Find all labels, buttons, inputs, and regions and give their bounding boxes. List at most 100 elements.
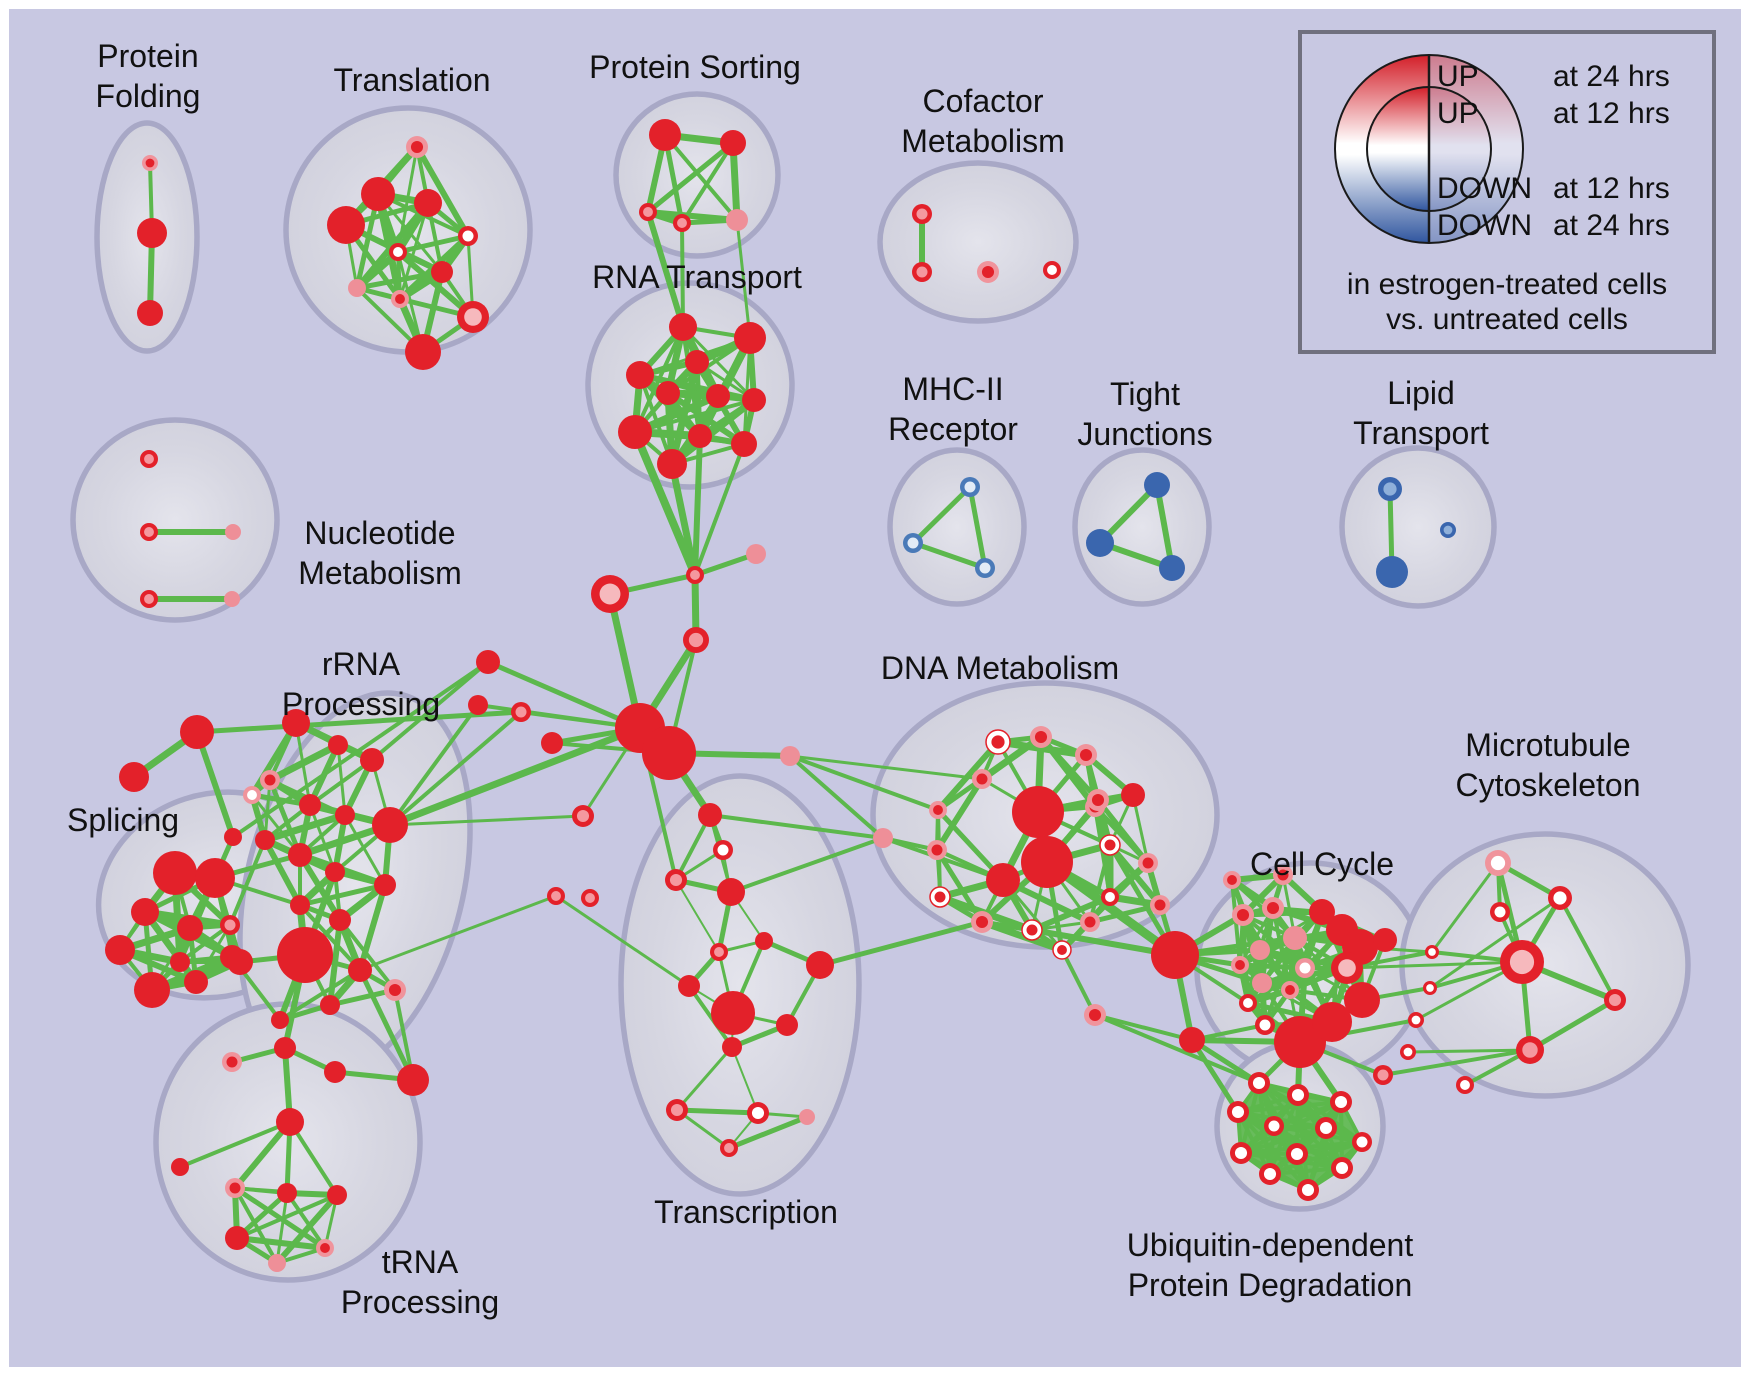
node-inner-core (1509, 949, 1535, 975)
node-rr6 (299, 794, 321, 816)
node-layer (105, 119, 1626, 1272)
node-st3 (224, 828, 242, 846)
legend-direction: DOWN (1437, 172, 1532, 205)
node-outer-ring (224, 828, 242, 846)
node-inner-core (515, 706, 527, 718)
node-s10 (184, 970, 208, 994)
edge (735, 218, 752, 340)
node-outer-ring (170, 952, 190, 972)
edge (274, 1192, 340, 1266)
node-mb5 (1373, 1065, 1393, 1085)
edge (693, 442, 746, 577)
node-outer-ring (873, 828, 893, 848)
node-outer-ring (649, 119, 681, 151)
edge (285, 1191, 327, 1250)
node-inner-core (1277, 869, 1289, 881)
node-nm3 (225, 524, 241, 540)
node-rr13 (290, 895, 310, 915)
cluster-label-line: Cytoskeleton (1456, 767, 1641, 803)
edge (692, 433, 703, 578)
edge (731, 1046, 759, 1114)
node-outer-ring (414, 189, 442, 217)
node-cc8 (1295, 958, 1315, 978)
node-mb1 (1425, 945, 1439, 959)
cluster-label-trna-processing: tRNA Processing (341, 1244, 499, 1320)
node-inner-core (388, 983, 402, 997)
cluster-label-line: Junctions (1077, 416, 1212, 452)
cluster-label-line: Tight (1110, 376, 1180, 412)
node-outer-ring (688, 424, 712, 448)
node-outer-ring (734, 322, 766, 354)
node-inner-core (1231, 1105, 1245, 1119)
cluster-label-line: Protein Degradation (1128, 1267, 1413, 1303)
node-r11 (657, 449, 687, 479)
edge (645, 140, 736, 215)
node-inner-core (964, 481, 976, 493)
edge (297, 882, 388, 908)
edge (788, 754, 984, 781)
edge (1093, 1013, 1194, 1042)
node-tr7 (710, 943, 728, 961)
node-tr12 (722, 1037, 742, 1057)
node-d4 (972, 769, 992, 789)
node-inner-core (688, 632, 704, 648)
node-inner-core (224, 919, 236, 931)
node-cm3 (977, 261, 999, 283)
node-inner-core (1319, 1121, 1333, 1135)
node-mh2 (903, 533, 923, 553)
node-inner-core (464, 308, 482, 326)
node-d5 (929, 801, 947, 819)
edge (1095, 797, 1151, 866)
node-s11 (227, 949, 253, 975)
edge (967, 484, 988, 571)
node-cm1 (912, 204, 932, 224)
node-cc17 (1223, 871, 1241, 889)
node-r1 (669, 313, 697, 341)
edge (178, 1120, 292, 1169)
node-outer-ring (1121, 783, 1145, 807)
node-r6 (706, 384, 730, 408)
edge (1406, 1048, 1532, 1054)
node-tp7 (225, 1178, 245, 1198)
legend-time: at 12 hrs (1553, 97, 1670, 130)
node-outer-ring (1344, 982, 1380, 1018)
node-outer-ring (274, 1037, 296, 1059)
edge (288, 1120, 339, 1197)
node-s4 (177, 915, 203, 941)
cluster-label-microtubule-cytoskeleton: Microtubule Cytoskeleton (1456, 727, 1641, 803)
node-h3 (541, 732, 563, 754)
node-outer-ring (134, 972, 170, 1008)
edge (194, 709, 524, 735)
node-inner-core (1047, 265, 1057, 275)
node-mh3 (975, 558, 995, 578)
node-inner-core (1377, 1069, 1389, 1081)
node-inner-core (1105, 892, 1115, 902)
node-outer-ring (1159, 555, 1185, 581)
node-p5 (726, 209, 748, 231)
node-cc16 (1312, 1002, 1352, 1042)
cluster-transcription (618, 773, 862, 1197)
node-inner-core (979, 562, 991, 574)
node-t2 (361, 177, 395, 211)
node-m5 (1604, 989, 1626, 1011)
node-tr14 (747, 1102, 769, 1124)
edge (1428, 896, 1562, 990)
node-outer-ring (1309, 899, 1335, 925)
node-inner-core (1490, 855, 1506, 871)
edge (674, 1107, 761, 1116)
edge (1239, 1126, 1328, 1155)
node-cc18 (1273, 865, 1293, 885)
node-n4 (683, 627, 709, 653)
node-t3 (327, 206, 365, 244)
legend-time: at 12 hrs (1553, 172, 1670, 205)
node-inner-core (1154, 899, 1166, 911)
node-inner-core (1266, 901, 1280, 915)
node-outer-ring (1274, 1016, 1326, 1068)
node-rr16 (348, 958, 372, 982)
node-d23 (1084, 1004, 1106, 1026)
node-lt3 (1440, 522, 1456, 538)
node-outer-ring (1086, 529, 1114, 557)
edge (1189, 1037, 1262, 1086)
cluster-label-line: Cell Cycle (1250, 846, 1394, 882)
node-outer-ring (360, 748, 384, 772)
